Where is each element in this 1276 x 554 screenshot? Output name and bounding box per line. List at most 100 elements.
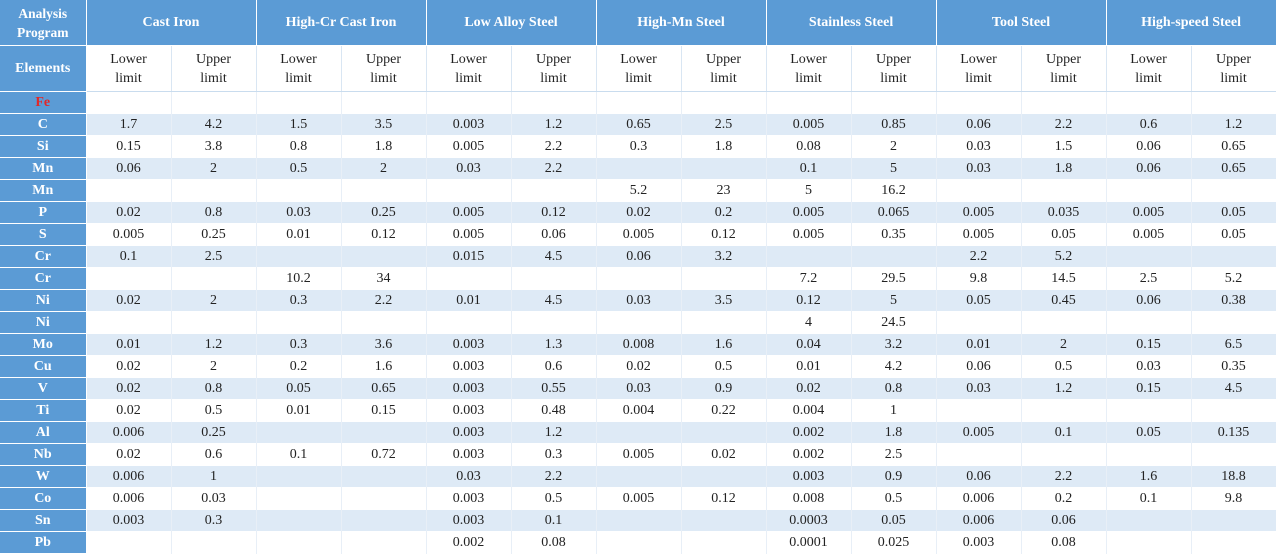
element-cell: Nb bbox=[0, 443, 87, 466]
upper-limit-cell: 0.5 bbox=[511, 487, 597, 510]
upper-limit-cell: 0.12 bbox=[341, 223, 427, 246]
upper-limit-cell: 1.8 bbox=[341, 135, 427, 158]
upper-limit-cell: 0.55 bbox=[511, 377, 597, 400]
element-cell: Cr bbox=[0, 267, 87, 290]
upper-limit-cell bbox=[681, 157, 767, 180]
upper-limit-cell bbox=[171, 91, 257, 114]
upper-limit-header: Upper limit bbox=[171, 45, 257, 92]
lower-limit-cell: 0.02 bbox=[596, 201, 682, 224]
lower-limit-cell: 0.5 bbox=[256, 157, 342, 180]
upper-limit-cell: 1.6 bbox=[681, 333, 767, 356]
lower-limit-cell: 0.01 bbox=[256, 399, 342, 422]
lower-limit-cell bbox=[596, 421, 682, 444]
lower-limit-cell bbox=[936, 399, 1022, 422]
upper-limit-cell: 5.2 bbox=[1021, 245, 1107, 268]
upper-limit-cell bbox=[511, 179, 597, 202]
table-row: Pb 0.002 0.08 0.0001 0.025 0.003 0.08 bbox=[0, 531, 1276, 554]
lower-limit-cell: 0.005 bbox=[86, 223, 172, 246]
lower-limit-cell: 0.006 bbox=[936, 509, 1022, 532]
upper-limit-cell: 0.06 bbox=[511, 223, 597, 246]
lower-limit-header: Lower limit bbox=[936, 45, 1022, 92]
table-row: Mo 0.01 1.2 0.3 3.6 0.003 1.3 0.008 1.6 0.04 3.2 0.… bbox=[0, 333, 1276, 356]
upper-limit-cell: 24.5 bbox=[851, 311, 937, 334]
lower-limit-cell bbox=[596, 465, 682, 488]
table-row: Sn 0.003 0.3 0.003 0.1 0.0003 0.05 0.006 0.06 bbox=[0, 509, 1276, 532]
upper-limit-cell: 0.72 bbox=[341, 443, 427, 466]
element-cell: Cr bbox=[0, 245, 87, 268]
table-row: Mn 0.06 2 0.5 2 0.03 2.2 0.1 5 0.03 1.8 0.06 0.65 bbox=[0, 157, 1276, 180]
program-header: Cast Iron bbox=[86, 0, 257, 46]
upper-limit-cell: 0.38 bbox=[1191, 289, 1276, 312]
lower-limit-cell bbox=[256, 509, 342, 532]
lower-limit-cell: 0.006 bbox=[86, 487, 172, 510]
lower-limit-cell bbox=[1106, 311, 1192, 334]
lower-limit-cell: 5 bbox=[766, 179, 852, 202]
upper-limit-cell bbox=[341, 245, 427, 268]
table-row: C 1.7 4.2 1.5 3.5 0.003 1.2 0.65 2.5 0.005 0.85 0.0… bbox=[0, 113, 1276, 136]
table-row: Ti 0.02 0.5 0.01 0.15 0.003 0.48 0.004 0.22 0.004… bbox=[0, 399, 1276, 422]
lower-limit-cell: 0.008 bbox=[766, 487, 852, 510]
lower-limit-header: Lower limit bbox=[256, 45, 342, 92]
lower-limit-cell: 0.15 bbox=[1106, 333, 1192, 356]
lower-limit-cell: 0.003 bbox=[426, 399, 512, 422]
lower-limit-cell bbox=[426, 267, 512, 290]
upper-limit-cell bbox=[1191, 311, 1276, 334]
upper-limit-cell: 18.8 bbox=[1191, 465, 1276, 488]
element-cell: Pb bbox=[0, 531, 87, 554]
program-header: Tool Steel bbox=[936, 0, 1107, 46]
upper-limit-cell: 0.8 bbox=[171, 201, 257, 224]
lower-limit-cell: 0.02 bbox=[86, 377, 172, 400]
upper-limit-cell: 5 bbox=[851, 157, 937, 180]
upper-limit-cell bbox=[171, 267, 257, 290]
upper-limit-cell bbox=[681, 465, 767, 488]
upper-limit-cell: 0.5 bbox=[1021, 355, 1107, 378]
element-cell: Fe bbox=[0, 91, 87, 114]
upper-limit-cell: 2.5 bbox=[681, 113, 767, 136]
lower-limit-cell: 0.04 bbox=[766, 333, 852, 356]
upper-limit-header: Upper limit bbox=[341, 45, 427, 92]
lower-limit-cell: 0.02 bbox=[86, 355, 172, 378]
lower-limit-cell: 0.003 bbox=[426, 355, 512, 378]
lower-limit-cell: 0.02 bbox=[766, 377, 852, 400]
upper-limit-cell: 2.5 bbox=[851, 443, 937, 466]
lower-limit-cell: 0.004 bbox=[596, 399, 682, 422]
upper-limit-cell bbox=[1191, 245, 1276, 268]
lower-limit-cell: 0.15 bbox=[1106, 377, 1192, 400]
lower-limit-cell: 0.03 bbox=[936, 135, 1022, 158]
upper-limit-cell: 0.9 bbox=[851, 465, 937, 488]
lower-limit-cell: 0.02 bbox=[86, 201, 172, 224]
upper-limit-cell: 0.06 bbox=[1021, 509, 1107, 532]
upper-limit-cell: 0.1 bbox=[511, 509, 597, 532]
lower-limit-cell bbox=[936, 311, 1022, 334]
upper-limit-cell: 2.2 bbox=[1021, 465, 1107, 488]
upper-limit-header: Upper limit bbox=[681, 45, 767, 92]
lower-limit-cell bbox=[936, 179, 1022, 202]
upper-limit-cell: 1.5 bbox=[1021, 135, 1107, 158]
table-row: Si 0.15 3.8 0.8 1.8 0.005 2.2 0.3 1.8 0.08 2 0.03 1.… bbox=[0, 135, 1276, 158]
upper-limit-cell: 0.12 bbox=[681, 223, 767, 246]
lower-limit-cell: 0.005 bbox=[936, 421, 1022, 444]
lower-limit-cell bbox=[766, 91, 852, 114]
upper-limit-cell bbox=[341, 91, 427, 114]
element-cell: W bbox=[0, 465, 87, 488]
lower-limit-cell bbox=[256, 245, 342, 268]
lower-limit-cell: 0.003 bbox=[426, 113, 512, 136]
lower-limit-cell bbox=[426, 179, 512, 202]
lower-limit-cell: 0.06 bbox=[936, 465, 1022, 488]
lower-limit-cell: 0.005 bbox=[936, 201, 1022, 224]
element-cell: Si bbox=[0, 135, 87, 158]
upper-limit-cell: 2.2 bbox=[511, 135, 597, 158]
lower-limit-cell bbox=[426, 311, 512, 334]
table-row: V 0.02 0.8 0.05 0.65 0.003 0.55 0.03 0.9 0.02 0.8 0… bbox=[0, 377, 1276, 400]
lower-limit-cell: 4 bbox=[766, 311, 852, 334]
lower-limit-cell bbox=[86, 91, 172, 114]
upper-limit-cell: 2 bbox=[171, 355, 257, 378]
lower-limit-cell bbox=[1106, 531, 1192, 554]
upper-limit-cell bbox=[681, 267, 767, 290]
upper-limit-cell: 34 bbox=[341, 267, 427, 290]
lower-limit-cell: 0.8 bbox=[256, 135, 342, 158]
element-cell: Co bbox=[0, 487, 87, 510]
lower-limit-cell: 0.06 bbox=[1106, 135, 1192, 158]
upper-limit-header: Upper limit bbox=[1191, 45, 1276, 92]
